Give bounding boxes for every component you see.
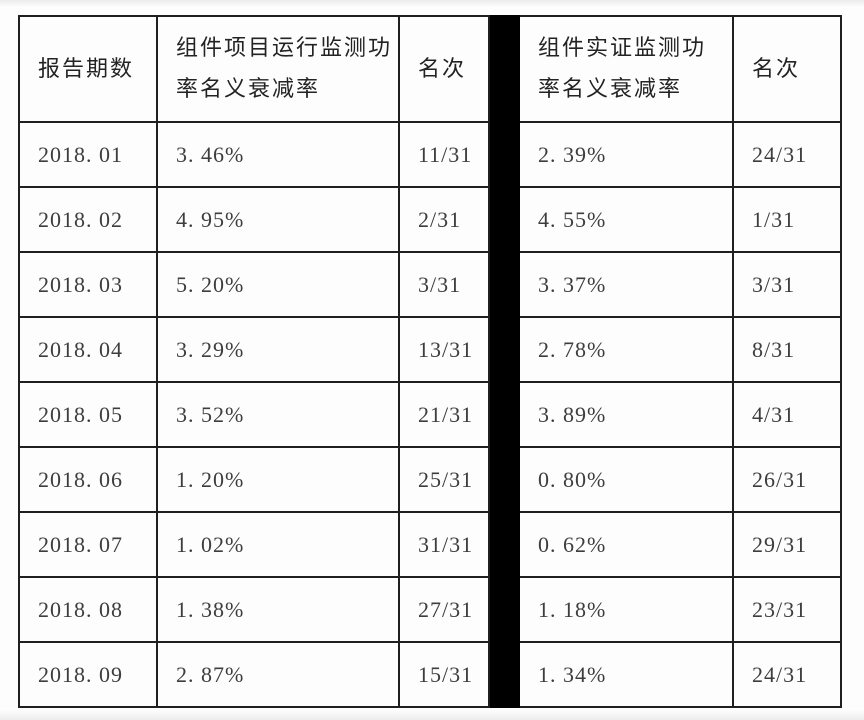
- cell-operation-rank: 11/31: [398, 121, 490, 188]
- cell-operation-rank: 25/31: [398, 446, 490, 513]
- cell-period: 2018. 09: [18, 641, 158, 708]
- cell-operation-rank: 2/31: [398, 186, 490, 253]
- cell-period: 2018. 07: [18, 511, 158, 578]
- cell-operation-rate: 3. 46%: [156, 121, 400, 188]
- table-row: 2018. 06 1. 20% 25/31 0. 80% 26/31: [18, 446, 842, 513]
- cell-empirical-rate: 0. 62%: [518, 511, 734, 578]
- cell-empirical-rank: 29/31: [732, 511, 842, 578]
- cell-operation-rate: 4. 95%: [156, 186, 400, 253]
- cell-operation-rank: 27/31: [398, 576, 490, 643]
- cell-empirical-rate: 3. 89%: [518, 381, 734, 448]
- cell-empirical-rank: 24/31: [732, 121, 842, 188]
- cell-operation-rate: 1. 38%: [156, 576, 400, 643]
- table-row: 2018. 08 1. 38% 27/31 1. 18% 23/31: [18, 576, 842, 643]
- cell-period: 2018. 05: [18, 381, 158, 448]
- cell-empirical-rank: 23/31: [732, 576, 842, 643]
- header-empirical-rank: 名次: [732, 15, 842, 123]
- separator-bar: [488, 186, 520, 253]
- cell-operation-rate: 5. 20%: [156, 251, 400, 318]
- cell-operation-rate: 3. 29%: [156, 316, 400, 383]
- cell-empirical-rank: 26/31: [732, 446, 842, 513]
- separator-bar: [488, 15, 520, 123]
- cell-operation-rank: 21/31: [398, 381, 490, 448]
- cell-empirical-rank: 8/31: [732, 316, 842, 383]
- cell-operation-rate: 1. 02%: [156, 511, 400, 578]
- table-row: 2018. 05 3. 52% 21/31 3. 89% 4/31: [18, 381, 842, 448]
- cell-empirical-rate: 1. 18%: [518, 576, 734, 643]
- table-row: 2018. 04 3. 29% 13/31 2. 78% 8/31: [18, 316, 842, 383]
- table-row: 2018. 01 3. 46% 11/31 2. 39% 24/31: [18, 121, 842, 188]
- cell-empirical-rank: 3/31: [732, 251, 842, 318]
- cell-period: 2018. 03: [18, 251, 158, 318]
- cell-operation-rank: 31/31: [398, 511, 490, 578]
- header-operation-rate: 组件项目运行监测功率名义衰减率: [156, 15, 400, 123]
- table-row: 2018. 03 5. 20% 3/31 3. 37% 3/31: [18, 251, 842, 318]
- cell-operation-rate: 1. 20%: [156, 446, 400, 513]
- separator-bar: [488, 576, 520, 643]
- separator-bar: [488, 316, 520, 383]
- cell-operation-rank: 3/31: [398, 251, 490, 318]
- separator-bar: [488, 121, 520, 188]
- table-row: 2018. 02 4. 95% 2/31 4. 55% 1/31: [18, 186, 842, 253]
- table-header-row: 报告期数 组件项目运行监测功率名义衰减率 名次 组件实证监测功率名义衰减率 名次: [18, 15, 842, 123]
- separator-bar: [488, 511, 520, 578]
- cell-operation-rank: 15/31: [398, 641, 490, 708]
- table-row: 2018. 07 1. 02% 31/31 0. 62% 29/31: [18, 511, 842, 578]
- separator-bar: [488, 446, 520, 513]
- separator-bar: [488, 251, 520, 318]
- cell-period: 2018. 01: [18, 121, 158, 188]
- cell-empirical-rate: 0. 80%: [518, 446, 734, 513]
- cell-empirical-rate: 4. 55%: [518, 186, 734, 253]
- header-empirical-rate: 组件实证监测功率名义衰减率: [518, 15, 734, 123]
- header-operation-rank: 名次: [398, 15, 490, 123]
- cell-empirical-rank: 4/31: [732, 381, 842, 448]
- cell-empirical-rank: 1/31: [732, 186, 842, 253]
- header-period: 报告期数: [18, 15, 158, 123]
- cell-period: 2018. 02: [18, 186, 158, 253]
- decay-rate-ranking-table: 报告期数 组件项目运行监测功率名义衰减率 名次 组件实证监测功率名义衰减率 名次…: [18, 15, 842, 708]
- cell-operation-rank: 13/31: [398, 316, 490, 383]
- table-body: 报告期数 组件项目运行监测功率名义衰减率 名次 组件实证监测功率名义衰减率 名次…: [18, 15, 842, 708]
- cell-operation-rate: 2. 87%: [156, 641, 400, 708]
- separator-bar: [488, 641, 520, 708]
- cell-period: 2018. 04: [18, 316, 158, 383]
- cell-empirical-rank: 24/31: [732, 641, 842, 708]
- cell-operation-rate: 3. 52%: [156, 381, 400, 448]
- separator-bar: [488, 381, 520, 448]
- cell-empirical-rate: 2. 78%: [518, 316, 734, 383]
- cell-empirical-rate: 1. 34%: [518, 641, 734, 708]
- table-row: 2018. 09 2. 87% 15/31 1. 34% 24/31: [18, 641, 842, 708]
- cell-period: 2018. 06: [18, 446, 158, 513]
- cell-empirical-rate: 2. 39%: [518, 121, 734, 188]
- cell-empirical-rate: 3. 37%: [518, 251, 734, 318]
- cell-period: 2018. 08: [18, 576, 158, 643]
